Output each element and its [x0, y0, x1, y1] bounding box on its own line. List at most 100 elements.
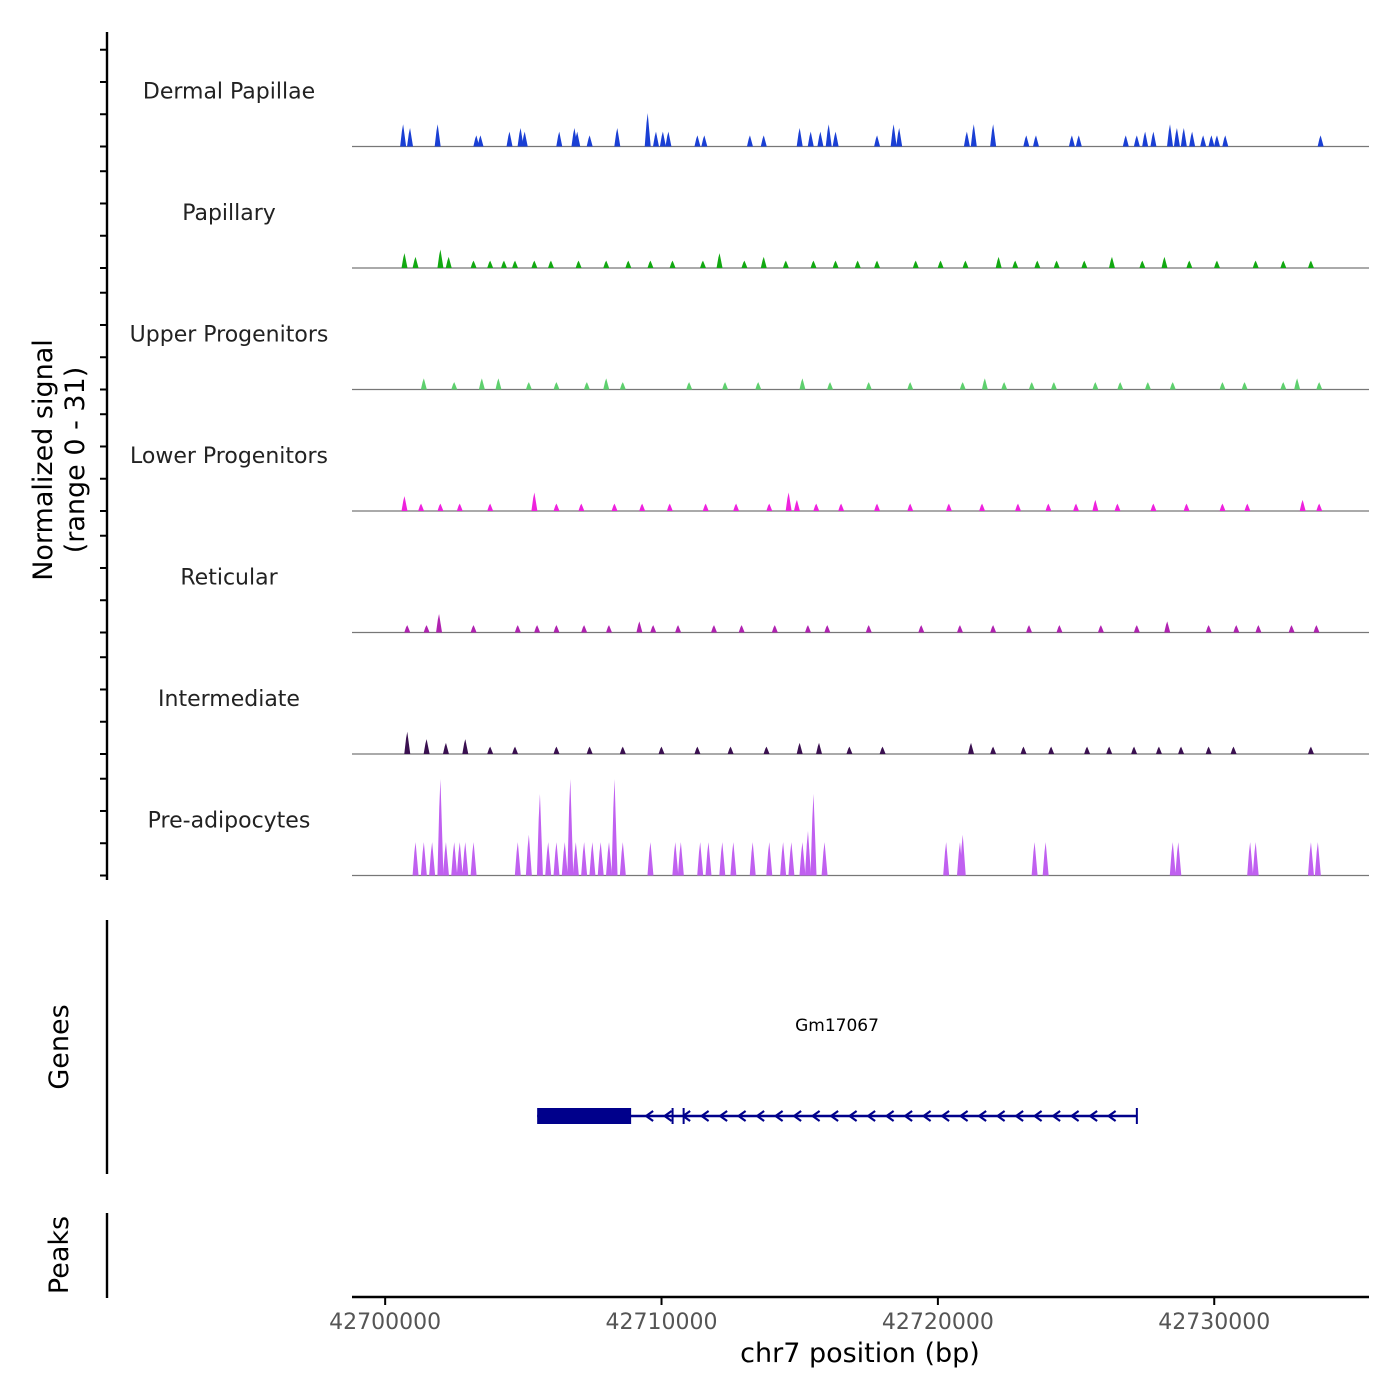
signal-peak — [1280, 382, 1287, 390]
signal-peak — [437, 249, 444, 268]
track-label: Upper Progenitors — [130, 323, 329, 348]
signal-peak — [699, 260, 706, 268]
signal-peak — [1026, 625, 1033, 633]
signal-peak — [793, 499, 800, 511]
signal-peak — [525, 382, 532, 390]
signal-peak — [470, 625, 477, 633]
signal-peak — [506, 131, 513, 147]
signal-peak — [412, 256, 419, 268]
signal-peak — [1307, 842, 1314, 876]
signal-peak — [1241, 382, 1248, 390]
signal-peak — [890, 124, 897, 147]
signal-peak — [1117, 382, 1124, 390]
signal-peak — [821, 842, 828, 876]
signal-peak — [766, 503, 773, 511]
signal-peak — [561, 842, 568, 876]
signal-peak — [912, 260, 919, 268]
peaks-panel: Peaks — [44, 1213, 109, 1298]
signal-peak — [785, 492, 792, 511]
signal-y-label-range: (range 0 - 31) — [60, 367, 91, 554]
signal-peak — [553, 625, 560, 633]
signal-peak — [1161, 256, 1168, 268]
signal-y-ticks — [100, 48, 107, 877]
signal-peak — [1150, 503, 1157, 511]
signal-peak — [1316, 382, 1323, 390]
signal-peak — [705, 842, 712, 876]
signal-peak — [611, 503, 618, 511]
signal-peak — [1133, 135, 1140, 147]
strand-arrow — [866, 1110, 876, 1122]
signal-peak — [694, 135, 701, 147]
signal-peak — [677, 842, 684, 876]
signal-peak — [1183, 503, 1190, 511]
signal-peak — [804, 830, 811, 876]
signal-peak — [420, 378, 427, 390]
signal-peak — [722, 382, 729, 390]
signal-peak — [738, 625, 745, 633]
strand-arrow — [977, 1110, 987, 1122]
signal-peak — [990, 124, 997, 147]
signal-peak — [1084, 746, 1091, 754]
gene-models: Gm17067 — [537, 1016, 1138, 1124]
signal-peak — [659, 131, 666, 147]
x-tick-label: 42700000 — [329, 1310, 441, 1335]
signal-peak — [1252, 260, 1259, 268]
signal-y-axis — [100, 32, 109, 880]
strand-arrow — [921, 1110, 932, 1122]
signal-peak — [1169, 842, 1176, 876]
signal-peak — [451, 382, 458, 390]
signal-y-label: Normalized signal — [28, 339, 59, 581]
signal-peak — [799, 842, 806, 876]
signal-peak — [531, 492, 538, 511]
signal-peak — [1288, 625, 1295, 633]
signal-peak — [1042, 842, 1049, 876]
signal-peak — [477, 135, 484, 147]
signal-peak — [650, 625, 657, 633]
signal-peak — [962, 260, 969, 268]
signal-peak — [1178, 746, 1185, 754]
signal-peak — [827, 382, 834, 390]
signal-peak — [512, 746, 519, 754]
signal-peak — [1175, 842, 1182, 876]
x-axis: 42700000 42710000 42720000 42730000 chr7 po… — [329, 1295, 1369, 1369]
signal-peak — [666, 503, 673, 511]
signal-peak — [619, 842, 626, 876]
track-label: Papillary — [182, 201, 276, 226]
signal-peak — [1164, 621, 1171, 633]
signal-peak — [804, 625, 811, 633]
signal-peak — [1075, 135, 1082, 147]
signal-peak — [1068, 135, 1075, 147]
signal-peak — [959, 382, 966, 390]
track-label: Lower Progenitors — [130, 444, 328, 469]
signal-peak — [995, 256, 1002, 268]
signal-peak — [832, 260, 839, 268]
strand-arrow — [662, 1110, 673, 1122]
signal-peak — [701, 135, 708, 147]
signal-peak — [578, 503, 585, 511]
strand-arrow — [1088, 1110, 1098, 1122]
strand-arrow — [1069, 1110, 1080, 1122]
signal-peak — [603, 260, 610, 268]
strand-arrow — [755, 1110, 765, 1122]
signal-peak — [730, 842, 737, 876]
signal-peak — [442, 742, 449, 754]
signal-peak — [963, 131, 970, 147]
signal-peak — [796, 742, 803, 754]
signal-peak — [879, 746, 886, 754]
signal-peak — [780, 842, 787, 876]
signal-peak — [990, 625, 997, 633]
signal-peak — [586, 746, 593, 754]
signal-peak — [514, 842, 521, 876]
signal-peak — [1317, 135, 1324, 147]
signal-peak — [400, 124, 407, 147]
signal-peak — [1056, 625, 1063, 633]
signal-peak — [1294, 378, 1301, 390]
signal-peak — [547, 260, 554, 268]
strand-arrow — [1014, 1110, 1024, 1122]
signal-peak — [1106, 746, 1113, 754]
signal-peak — [1045, 503, 1052, 511]
signal-peak — [1233, 625, 1240, 633]
signal-peak — [1189, 131, 1196, 147]
signal-peak — [531, 260, 538, 268]
